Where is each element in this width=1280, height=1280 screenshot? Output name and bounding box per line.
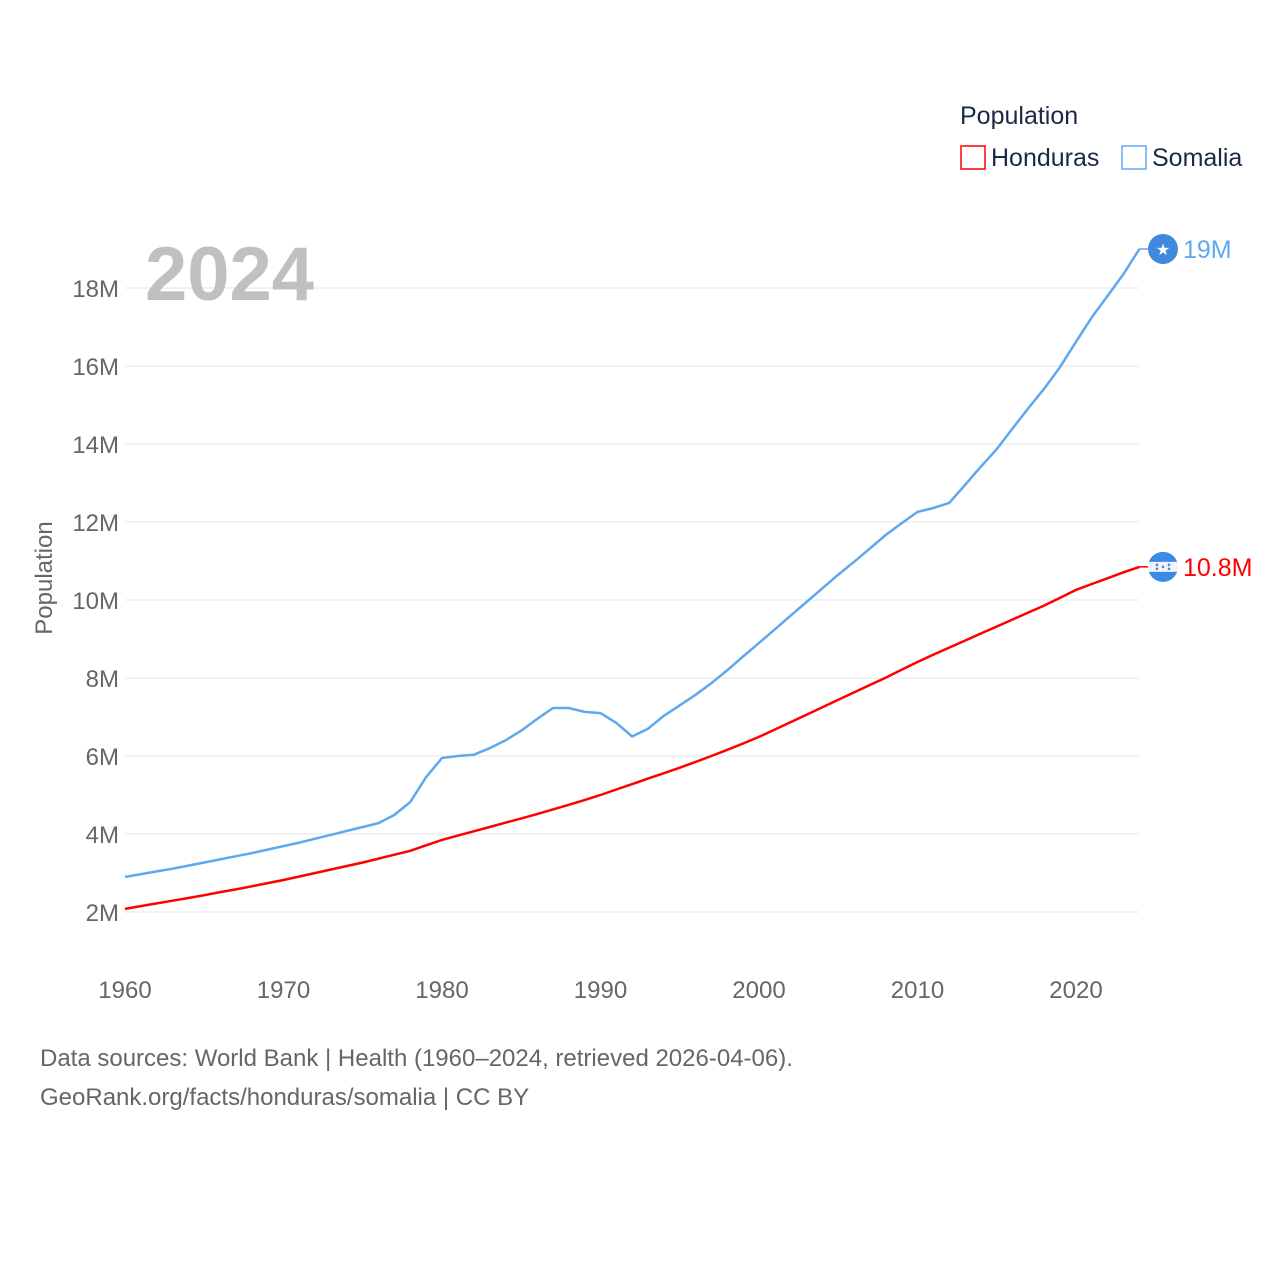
series-line-somalia[interactable] [124, 248, 1141, 879]
year-label: 2024 [145, 232, 314, 317]
y-tick-label: 2M [86, 900, 119, 927]
line-chart: 2M 4M 6M 8M 10M 12M 14M 16M 18M 1960 1970 1980 1990 2… [31, 102, 1252, 1004]
legend-label-honduras[interactable]: Honduras [991, 144, 1099, 172]
legend-swatch-somalia[interactable] [1121, 145, 1147, 170]
x-tick-label: 1990 [574, 977, 627, 1004]
x-tick-label: 2000 [732, 977, 785, 1004]
x-tick-label: 1960 [98, 977, 151, 1004]
y-tick-label: 6M [86, 744, 119, 771]
legend-swatch-honduras[interactable] [960, 145, 986, 170]
x-tick-label: 2010 [891, 977, 944, 1004]
end-value-label-honduras: 10.8M [1183, 554, 1252, 582]
x-tick-label: 1970 [257, 977, 310, 1004]
y-tick-label: 8M [86, 666, 119, 693]
y-tick-label: 10M [72, 588, 119, 615]
footer-sources: Data sources: World Bank | Health (1960–… [40, 1045, 793, 1072]
x-tick-label: 1980 [415, 977, 468, 1004]
end-value-label-somalia: 19M [1183, 236, 1232, 264]
svg-text:★: ★ [1156, 242, 1170, 259]
somalia-flag-icon: ★ [1148, 234, 1178, 264]
y-tick-label: 16M [72, 354, 119, 381]
honduras-flag-icon [1148, 551, 1178, 582]
series-line-honduras[interactable] [124, 565, 1140, 911]
y-tick-label: 18M [72, 276, 119, 303]
legend-label-somalia[interactable]: Somalia [1152, 144, 1242, 172]
y-axis-label: Population [31, 521, 58, 634]
y-tick-label: 4M [86, 822, 119, 849]
y-tick-label: 12M [72, 510, 119, 537]
y-tick-label: 14M [72, 432, 119, 459]
footer-link[interactable]: GeoRank.org/facts/honduras/somalia | CC … [40, 1084, 530, 1111]
x-tick-label: 2020 [1049, 977, 1102, 1004]
legend-title: Population [960, 102, 1078, 130]
